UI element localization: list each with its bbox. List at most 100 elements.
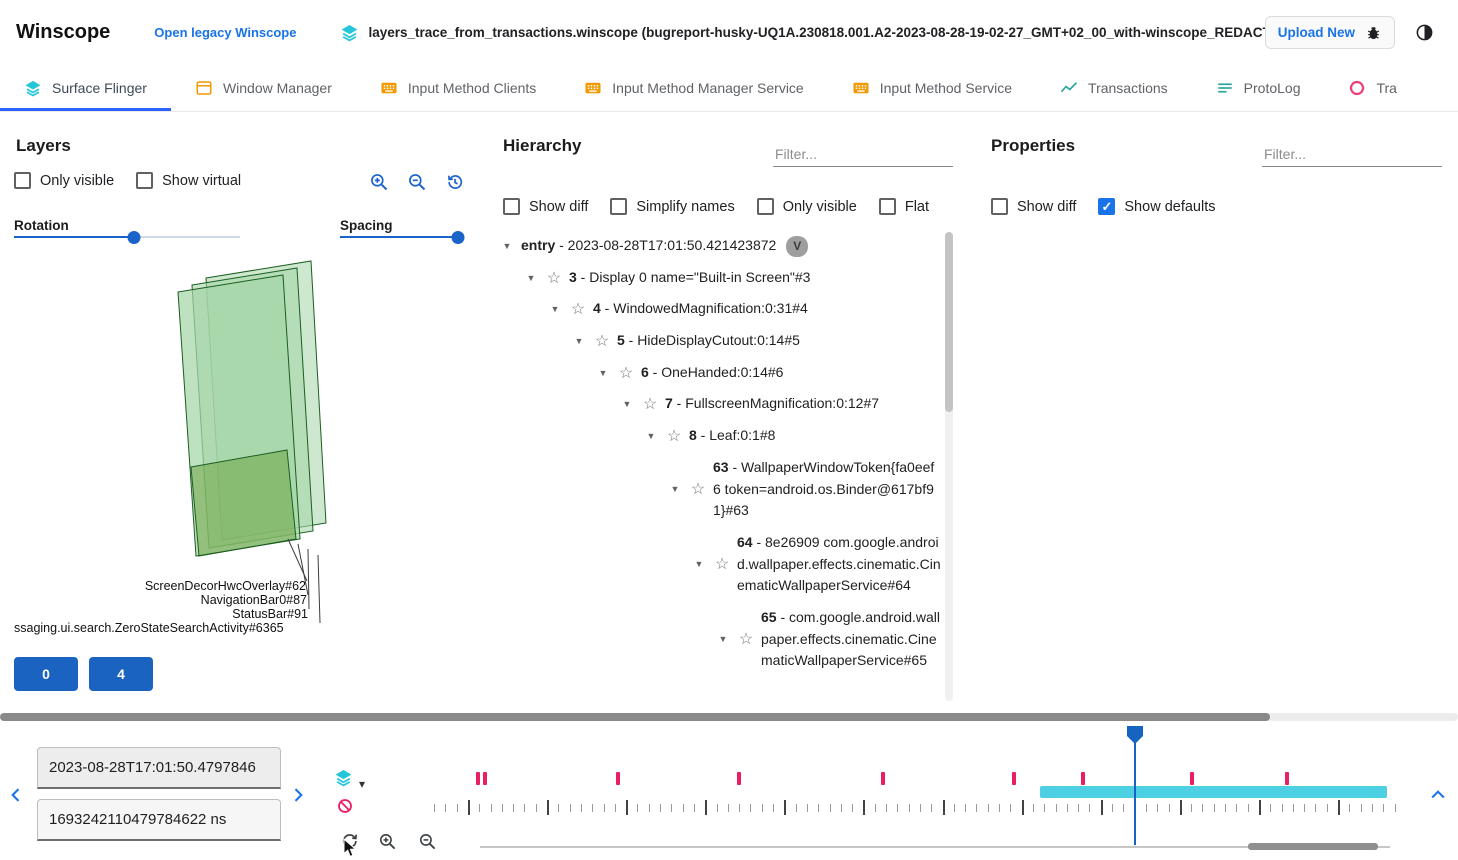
expand-arrow-icon[interactable]: ▼ — [646, 430, 656, 441]
tab-input-method-service[interactable]: Input Method Service — [828, 64, 1036, 111]
tab-surface-flinger[interactable]: Surface Flinger — [0, 64, 171, 111]
expand-arrow-icon[interactable]: ▼ — [670, 484, 680, 495]
timestamp-ns-field[interactable]: 1693242110479784622 ns — [37, 799, 281, 841]
star-icon[interactable]: ☆ — [690, 481, 706, 499]
expand-arrow-icon[interactable]: ▼ — [718, 634, 728, 645]
tab-protolog[interactable]: ProtoLog — [1192, 64, 1325, 111]
tree-node-entry[interactable]: ▼ entry - 2023-08-28T17:01:50.421423872 V — [487, 230, 975, 262]
tab-input-method-manager-service[interactable]: Input Method Manager Service — [560, 64, 827, 111]
properties-checkbox-show-diff[interactable]: Show diff — [991, 198, 1076, 215]
active-trace-icon[interactable] — [334, 768, 353, 787]
expand-arrow-icon[interactable]: ▼ — [526, 272, 536, 283]
timeline-panel: 2023-08-28T17:01:50.4797846 169324211047… — [0, 711, 1458, 860]
trace-event-marker[interactable] — [1081, 772, 1085, 785]
star-icon[interactable]: ☆ — [642, 396, 658, 414]
dark-mode-icon[interactable] — [1415, 23, 1434, 42]
tab-input-method-clients[interactable]: Input Method Clients — [356, 64, 560, 111]
star-icon[interactable]: ☆ — [618, 364, 634, 382]
star-icon[interactable]: ☆ — [594, 332, 610, 350]
tree-node-65[interactable]: ▼ ☆ 65 - com.google.android.wallpaper.effe… — [487, 602, 975, 677]
next-entry-button[interactable] — [288, 785, 308, 805]
mouse-cursor — [343, 837, 358, 860]
hierarchy-scrollbar[interactable] — [945, 232, 953, 701]
timeline-range-thumb[interactable] — [1248, 843, 1378, 850]
spacing-slider[interactable] — [340, 230, 465, 244]
tree-node-6[interactable]: ▼ ☆ 6 - OneHanded:0:14#6 — [487, 357, 975, 389]
expand-arrow-icon[interactable]: ▼ — [574, 335, 584, 346]
tree-node-3[interactable]: ▼ ☆ 3 - Display 0 name="Built-in Screen"#3 — [487, 262, 975, 294]
trace-event-marker[interactable] — [1012, 772, 1016, 785]
transactions-trace-icon[interactable] — [336, 797, 354, 815]
timestamp-ns-value: 1693242110479784622 ns — [49, 811, 227, 828]
star-icon[interactable]: ☆ — [738, 631, 754, 649]
timeline-zoom-in-icon[interactable] — [378, 832, 397, 851]
upload-new-button[interactable]: Upload New — [1264, 15, 1395, 49]
content-scrollbar-thumb[interactable] — [0, 713, 1270, 721]
display-button-0[interactable]: 0 — [14, 657, 78, 691]
trace-selector-caret-icon[interactable]: ▾ — [359, 777, 366, 791]
hierarchy-filter-input[interactable] — [773, 142, 953, 167]
sf-trace-bar[interactable] — [1040, 786, 1387, 798]
prev-entry-button[interactable] — [6, 785, 26, 805]
timeline-cursor[interactable] — [1134, 728, 1136, 845]
legacy-winscope-link[interactable]: Open legacy Winscope — [154, 24, 297, 40]
ruler-tick — [1394, 804, 1396, 812]
trace-event-marker[interactable] — [476, 772, 480, 785]
expand-timeline-button[interactable] — [1428, 785, 1448, 805]
tree-node-label: 3 - Display 0 name="Built-in Screen"#3 — [569, 268, 811, 285]
hierarchy-checkbox-simplify-names[interactable]: Simplify names — [610, 198, 735, 215]
tree-node-4[interactable]: ▼ ☆ 4 - WindowedMagnification:0:31#4 — [487, 293, 975, 325]
ruler-tick — [547, 800, 549, 815]
expand-arrow-icon[interactable]: ▼ — [550, 304, 560, 315]
timeline-cursor-head[interactable] — [1126, 725, 1144, 745]
star-icon[interactable]: ☆ — [714, 556, 730, 574]
hierarchy-checkbox-show-diff[interactable]: Show diff — [503, 198, 588, 215]
trace-event-marker[interactable] — [881, 772, 885, 785]
bug-report-icon[interactable] — [1365, 24, 1382, 41]
expand-arrow-icon[interactable]: ▼ — [502, 240, 512, 251]
layers-checkbox-show-virtual[interactable]: Show virtual — [136, 172, 241, 189]
display-button-4[interactable]: 4 — [89, 657, 153, 691]
hierarchy-checkbox-only-visible[interactable]: Only visible — [756, 198, 857, 215]
properties-panel: Properties Show diff ✓ Show defaults — [975, 112, 1458, 711]
timeline-zoom-out-icon[interactable] — [418, 832, 437, 851]
trace-event-marker[interactable] — [1285, 772, 1289, 785]
trace-event-marker[interactable] — [483, 772, 487, 785]
timeline-range-track[interactable] — [480, 846, 1390, 848]
expand-arrow-icon[interactable]: ▼ — [694, 559, 704, 570]
expand-arrow-icon[interactable]: ▼ — [622, 399, 632, 410]
spacing-slider-thumb[interactable] — [451, 230, 465, 244]
tree-node-5[interactable]: ▼ ☆ 5 - HideDisplayCutout:0:14#5 — [487, 325, 975, 357]
ruler-tick — [1270, 804, 1272, 812]
rotation-slider[interactable] — [14, 230, 240, 244]
tree-node-8[interactable]: ▼ ☆ 8 - Leaf:0:1#8 — [487, 420, 975, 452]
hierarchy-checkbox-flat[interactable]: Flat — [878, 198, 929, 215]
timestamp-human-field[interactable]: 2023-08-28T17:01:50.4797846 — [37, 747, 281, 789]
layers-checkbox-only-visible[interactable]: Only visible — [14, 172, 114, 189]
trace-event-marker[interactable] — [1190, 772, 1194, 785]
layers-3d-view[interactable] — [0, 252, 487, 634]
content-scrollbar[interactable] — [0, 713, 1458, 721]
timeline-canvas[interactable] — [0, 711, 1458, 860]
trace-event-marker[interactable] — [737, 772, 741, 785]
tree-node-64[interactable]: ▼ ☆ 64 - 8e26909 com.google.android.wallpa… — [487, 527, 975, 602]
tab-transactions[interactable]: Transactions — [1036, 64, 1192, 111]
reset-view-icon[interactable] — [445, 172, 465, 192]
expand-arrow-icon[interactable]: ▼ — [598, 367, 608, 378]
ruler-tick — [1044, 804, 1046, 812]
star-icon[interactable]: ☆ — [546, 269, 562, 287]
properties-checkbox-show-defaults[interactable]: ✓ Show defaults — [1098, 198, 1215, 215]
properties-filter-input[interactable] — [1262, 142, 1442, 167]
star-icon[interactable]: ☆ — [666, 427, 682, 445]
zoom-out-icon[interactable] — [407, 172, 427, 192]
tab-tra[interactable]: Tra — [1324, 64, 1420, 111]
zoom-in-icon[interactable] — [369, 172, 389, 192]
checkbox-label: Show defaults — [1124, 198, 1216, 215]
hierarchy-scrollbar-thumb[interactable] — [945, 232, 953, 412]
trace-event-marker[interactable] — [616, 772, 620, 785]
rotation-slider-thumb[interactable] — [127, 230, 141, 244]
tree-node-7[interactable]: ▼ ☆ 7 - FullscreenMagnification:0:12#7 — [487, 388, 975, 420]
tree-node-63[interactable]: ▼ ☆ 63 - WallpaperWindowToken{fa0eef6 toke… — [487, 452, 975, 527]
tab-window-manager[interactable]: Window Manager — [171, 64, 356, 111]
star-icon[interactable]: ☆ — [570, 301, 586, 319]
